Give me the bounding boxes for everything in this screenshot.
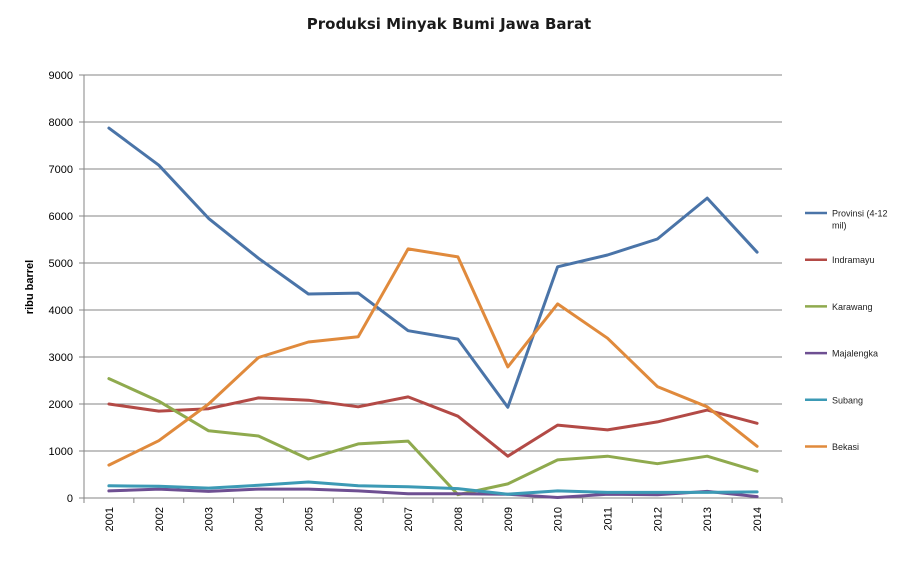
x-tick-label: 2007 bbox=[403, 507, 415, 531]
series-line-2 bbox=[107, 377, 759, 497]
series-line-5 bbox=[107, 247, 759, 467]
x-tick-label: 2012 bbox=[652, 507, 664, 531]
legend: Provinsi (4-12 mil) Indramayu Karawang Majal… bbox=[805, 209, 888, 452]
y-tick-label: 7000 bbox=[49, 164, 73, 176]
x-tick-label: 2006 bbox=[353, 507, 365, 531]
x-tick-label: 2008 bbox=[453, 507, 465, 531]
y-tick-label: 1000 bbox=[49, 446, 73, 458]
y-tick-label: 4000 bbox=[49, 305, 73, 317]
x-tick-label: 2010 bbox=[553, 507, 565, 531]
series-line-3 bbox=[107, 487, 759, 499]
legend-label-0: mil) bbox=[832, 221, 847, 231]
legend-label-2: Karawang bbox=[832, 302, 873, 312]
legend-label-4: Subang bbox=[832, 395, 863, 405]
y-tick-label: 6000 bbox=[49, 211, 73, 223]
axes: 0 1000 2000 3000 4000 5000 6000 7000 8000 9000 200… bbox=[49, 70, 783, 531]
y-tick-label: 3000 bbox=[49, 352, 73, 364]
x-tick-label: 2009 bbox=[503, 507, 515, 531]
y-tick-label: 5000 bbox=[49, 258, 73, 270]
legend-label-1: Indramayu bbox=[832, 255, 875, 265]
x-tick-label: 2011 bbox=[603, 507, 615, 531]
x-tick-label: 2005 bbox=[303, 507, 315, 531]
series-lines bbox=[107, 126, 759, 499]
legend-label-3: Majalengka bbox=[832, 349, 878, 359]
gridlines bbox=[84, 74, 782, 452]
y-axis-title: ribu barrel bbox=[24, 260, 36, 314]
legend-label-0: Provinsi (4-12 bbox=[832, 209, 888, 219]
series-line-1 bbox=[107, 395, 759, 458]
x-tick-label: 2003 bbox=[204, 507, 216, 531]
x-tick-label: 2002 bbox=[154, 507, 166, 531]
y-tick-label: 9000 bbox=[49, 70, 73, 82]
legend-label-5: Bekasi bbox=[832, 442, 859, 452]
x-tick-label: 2001 bbox=[104, 507, 116, 531]
y-tick-label: 0 bbox=[67, 493, 73, 505]
x-tick-label: 2014 bbox=[752, 507, 764, 531]
y-tick-label: 2000 bbox=[49, 399, 73, 411]
series-line-0 bbox=[107, 126, 759, 409]
x-tick-label: 2013 bbox=[702, 507, 714, 531]
series-line-4 bbox=[107, 480, 759, 496]
chart-title: Produksi Minyak Bumi Jawa Barat bbox=[307, 15, 591, 33]
y-tick-label: 8000 bbox=[49, 117, 73, 129]
x-tick-label: 2004 bbox=[254, 507, 266, 531]
